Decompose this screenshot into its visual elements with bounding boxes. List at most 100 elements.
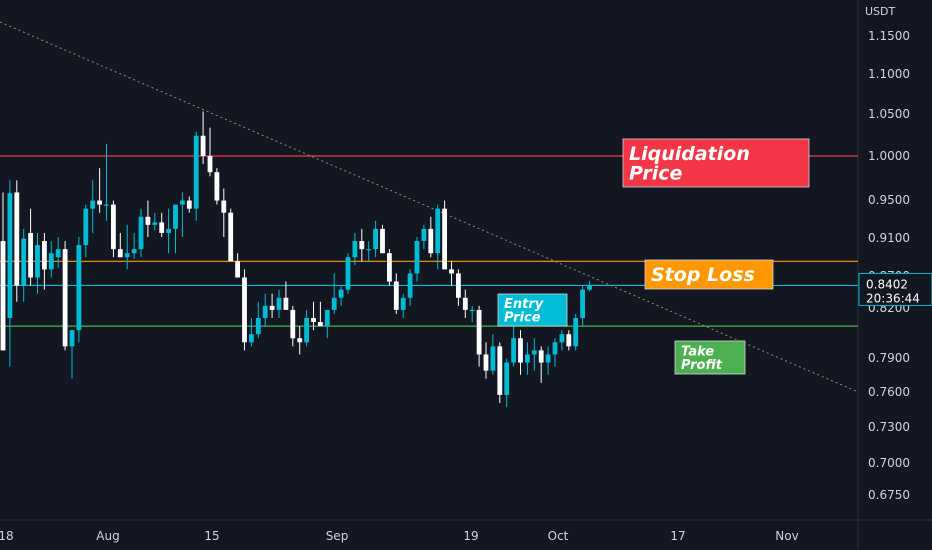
candle[interactable] (90, 180, 96, 233)
candle[interactable] (7, 180, 13, 367)
candle[interactable] (235, 253, 240, 278)
candle[interactable] (373, 220, 378, 258)
candle[interactable] (290, 305, 296, 347)
bar-countdown: 20:36:44 (866, 291, 920, 305)
candle[interactable] (28, 208, 33, 286)
candle[interactable] (338, 285, 344, 306)
candle[interactable] (421, 224, 427, 250)
candle[interactable] (83, 204, 89, 258)
candle[interactable] (435, 204, 441, 270)
candle[interactable] (62, 241, 68, 351)
trendline[interactable] (0, 21, 859, 393)
candle[interactable] (97, 168, 102, 213)
candle[interactable] (352, 232, 358, 266)
candle[interactable] (242, 269, 247, 351)
candle[interactable] (14, 180, 20, 302)
candle[interactable] (311, 301, 316, 331)
candle[interactable] (359, 228, 365, 262)
candle[interactable] (152, 212, 158, 231)
candle[interactable] (511, 326, 516, 367)
candle[interactable] (145, 200, 151, 237)
candle[interactable] (166, 208, 171, 254)
candle[interactable] (276, 289, 282, 318)
candle[interactable] (249, 318, 254, 347)
level-label-text: Price (629, 163, 682, 185)
candle[interactable] (573, 313, 579, 351)
candle[interactable] (428, 216, 434, 258)
candle[interactable] (449, 261, 454, 286)
candle[interactable] (228, 208, 234, 262)
candle[interactable] (407, 269, 413, 306)
candle[interactable] (318, 301, 323, 327)
candle[interactable] (76, 237, 82, 343)
candle[interactable] (104, 143, 109, 221)
candle[interactable] (138, 208, 144, 258)
candle[interactable] (221, 188, 227, 237)
candle[interactable] (345, 253, 351, 294)
candle[interactable] (255, 301, 261, 339)
candle[interactable] (117, 232, 123, 258)
candle[interactable] (69, 330, 75, 379)
candle[interactable] (55, 237, 61, 268)
candle[interactable] (207, 127, 213, 177)
candle[interactable] (414, 237, 420, 282)
candle[interactable] (111, 200, 116, 258)
candle[interactable] (304, 309, 309, 347)
candle[interactable] (48, 241, 54, 278)
candle[interactable] (124, 224, 130, 270)
candle[interactable] (531, 338, 537, 371)
candle[interactable] (180, 192, 185, 237)
candle[interactable] (331, 273, 337, 314)
candle[interactable] (173, 204, 178, 254)
price-unit-label: USDT (865, 5, 896, 18)
candle[interactable] (21, 228, 27, 302)
candle[interactable] (0, 192, 6, 351)
candle[interactable] (214, 168, 220, 205)
candle[interactable] (456, 269, 461, 306)
candle[interactable] (380, 224, 385, 254)
candle[interactable] (324, 309, 330, 339)
candle[interactable] (193, 131, 199, 221)
candle[interactable] (366, 241, 372, 262)
candle[interactable] (200, 111, 206, 165)
current-price-value: 0.8402 (866, 277, 908, 291)
candle[interactable] (476, 305, 482, 367)
candle[interactable] (580, 285, 585, 327)
candle[interactable] (497, 342, 503, 404)
candle[interactable] (42, 232, 47, 290)
candle[interactable] (545, 346, 551, 375)
candle[interactable] (559, 330, 565, 351)
candle[interactable] (469, 305, 475, 323)
candle[interactable] (131, 232, 137, 259)
candle[interactable] (504, 358, 510, 408)
candle[interactable] (490, 334, 496, 375)
candle[interactable] (393, 273, 399, 314)
candle[interactable] (552, 338, 558, 367)
candle[interactable] (35, 232, 40, 294)
candle[interactable] (387, 249, 392, 286)
candle[interactable] (538, 346, 544, 383)
candle[interactable] (262, 293, 268, 327)
candle[interactable] (269, 293, 275, 318)
candle[interactable] (442, 200, 447, 270)
candle[interactable] (566, 330, 572, 351)
candle[interactable] (587, 280, 592, 292)
price-tick-label: 0.6750 (868, 488, 910, 502)
candle[interactable] (159, 212, 165, 237)
candle[interactable] (483, 342, 489, 379)
candle[interactable] (518, 330, 523, 375)
candle[interactable] (525, 342, 530, 375)
candle[interactable] (400, 293, 406, 318)
candle[interactable] (297, 326, 303, 355)
stop-loss-label[interactable]: Stop Loss (644, 259, 774, 290)
candle[interactable] (462, 289, 468, 318)
candle[interactable] (283, 281, 289, 310)
price-tick-label: 0.7300 (868, 420, 910, 434)
candle[interactable] (186, 196, 192, 213)
